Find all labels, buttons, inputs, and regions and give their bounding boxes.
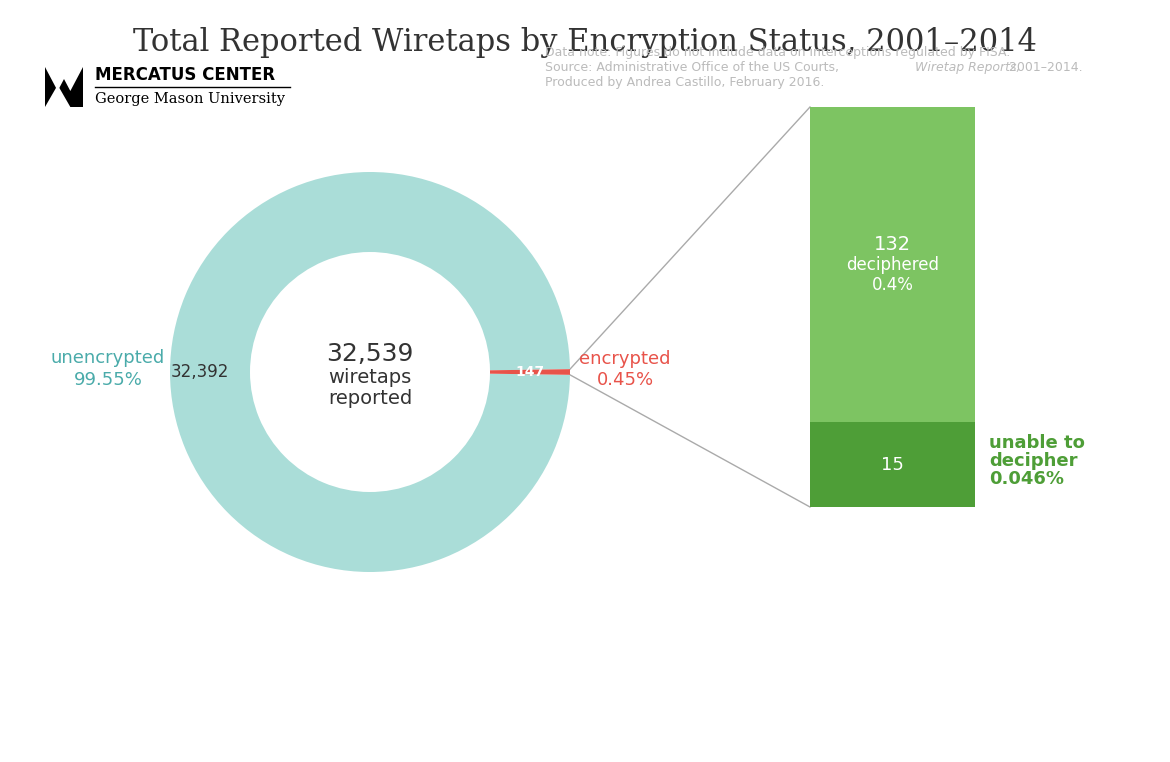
Wedge shape	[170, 172, 570, 572]
Bar	[810, 422, 975, 507]
Polygon shape	[44, 67, 70, 91]
Text: 99.55%: 99.55%	[74, 371, 143, 389]
Text: decipher: decipher	[989, 452, 1078, 469]
Polygon shape	[57, 67, 83, 91]
Text: unencrypted: unencrypted	[50, 349, 165, 367]
Text: 132: 132	[874, 235, 911, 254]
Text: 15: 15	[881, 456, 904, 473]
Text: Produced by Andrea Castillo, February 2016.: Produced by Andrea Castillo, February 20…	[545, 75, 825, 88]
Text: deciphered: deciphered	[846, 255, 940, 274]
Text: reported: reported	[328, 389, 412, 408]
Text: George Mason University: George Mason University	[95, 92, 285, 106]
Text: Wiretap Reports,: Wiretap Reports,	[915, 60, 1020, 73]
Wedge shape	[490, 369, 570, 375]
Text: wiretaps: wiretaps	[329, 367, 412, 386]
Text: Source: Administrative Office of the US Courts,: Source: Administrative Office of the US …	[545, 60, 844, 73]
Bar	[810, 107, 975, 422]
Text: Total Reported Wiretaps by Encryption Status, 2001–2014: Total Reported Wiretaps by Encryption St…	[133, 27, 1037, 57]
Text: 0.046%: 0.046%	[989, 469, 1064, 488]
Text: 0.4%: 0.4%	[872, 276, 914, 293]
Text: 32,392: 32,392	[171, 363, 229, 381]
Text: 2001–2014.: 2001–2014.	[1005, 60, 1082, 73]
Text: unable to: unable to	[989, 434, 1085, 452]
Text: MERCATUS CENTER: MERCATUS CENTER	[95, 66, 275, 84]
Text: Data note: Figures do not include data on interceptions regulated by FISA.: Data note: Figures do not include data o…	[545, 46, 1010, 59]
Polygon shape	[44, 85, 70, 107]
Text: encrypted: encrypted	[579, 350, 670, 368]
Text: 147: 147	[516, 365, 544, 379]
Text: 32,539: 32,539	[326, 342, 414, 366]
Bar	[44, 67, 83, 107]
Text: 0.45%: 0.45%	[597, 371, 654, 389]
